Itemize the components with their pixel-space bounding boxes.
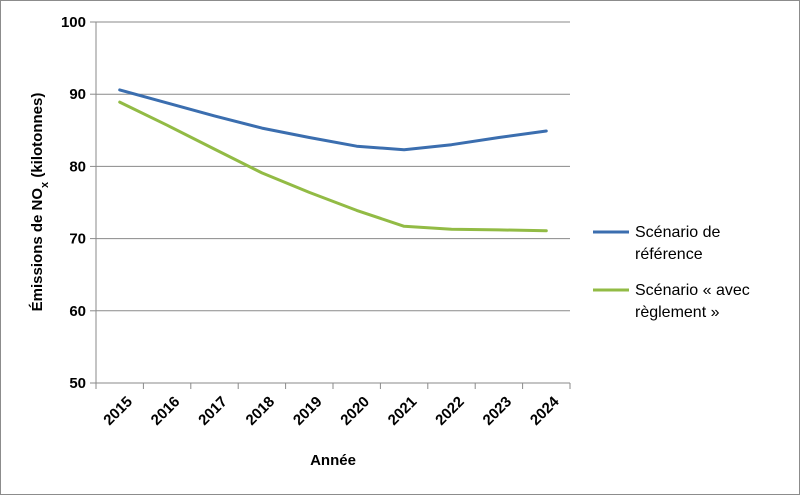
series-line-2	[118, 100, 548, 233]
legend-label-1: Scénario de	[635, 224, 720, 241]
legend-label-2: règlement »	[635, 304, 720, 321]
legend-label-1: référence	[635, 246, 703, 263]
y-axis-title-tail: (kilotonnes)	[29, 93, 46, 182]
y-axis-title-subscript: x	[39, 181, 51, 188]
y-tick-label: 60	[69, 303, 86, 320]
x-tick-labels: 2015 2016 2017 2018 2019 2020 2021 2022 2023 2024	[100, 393, 563, 429]
x-tick-label: 2016	[148, 393, 184, 429]
x-axis-title: Année	[310, 452, 356, 469]
x-tick-label: 2017	[195, 393, 231, 429]
x-tick-label: 2023	[480, 393, 516, 429]
x-tick-label: 2021	[385, 393, 421, 429]
legend-label-2: Scénario « avec	[635, 282, 750, 299]
x-tick-label: 2019	[290, 393, 326, 429]
x-tick-label: 2015	[100, 393, 136, 429]
y-tick-label: 100	[61, 14, 86, 31]
gridlines	[96, 21, 570, 312]
y-tick-labels: 50 60 70 80 90 100	[61, 14, 86, 392]
series-line-1	[118, 88, 548, 152]
x-tick-label: 2024	[527, 393, 563, 429]
x-tick-label: 2020	[337, 393, 373, 429]
y-tick-label: 50	[69, 375, 86, 392]
legend: Scénario de référence Scénario « avec règle…	[593, 224, 750, 321]
y-axis-title: Émissions de NOx (kilotonnes)	[29, 93, 51, 312]
y-tick-label: 70	[69, 231, 86, 248]
axes	[90, 21, 571, 389]
y-tick-label: 90	[69, 86, 86, 103]
x-tick-label: 2018	[243, 393, 279, 429]
series-lines	[118, 88, 548, 233]
y-tick-label: 80	[69, 158, 86, 175]
x-tick-label: 2022	[432, 393, 468, 429]
y-axis-title-main: Émissions de NO	[29, 188, 46, 312]
